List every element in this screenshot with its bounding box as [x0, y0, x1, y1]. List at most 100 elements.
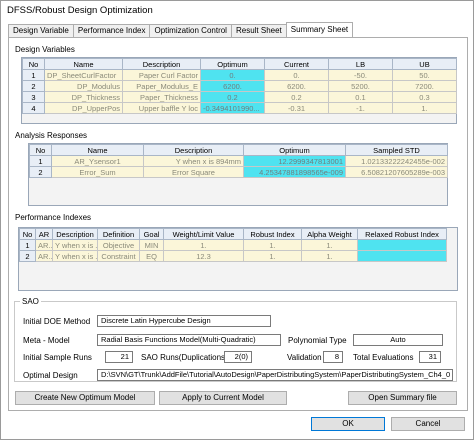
column-header[interactable]: Weight/Limit Value [163, 228, 244, 240]
tab-performance-index[interactable]: Performance Index [72, 24, 151, 37]
column-header[interactable]: Current [264, 58, 329, 70]
initial-doe-label: Initial DOE Method [23, 317, 91, 326]
current-value: 0. [264, 69, 329, 81]
total-evaluations-field[interactable]: 31 [419, 351, 441, 363]
polynomial-type-label: Polynomial Type [288, 336, 347, 345]
column-header[interactable]: AR [35, 228, 53, 240]
index-description: Y when x is ... [52, 239, 98, 251]
column-header[interactable]: No [22, 58, 45, 70]
weight-limit-value: 1. [163, 239, 244, 251]
robust-index: 1. [243, 239, 302, 251]
validation-label: Validation [287, 353, 322, 362]
row-number: 1 [29, 155, 52, 167]
ok-button[interactable]: OK [311, 417, 385, 431]
column-header[interactable]: LB [328, 58, 393, 70]
lower-bound: -50. [328, 69, 393, 81]
performance-indexes-table[interactable]: No AR Description Definition Goal Weight… [19, 228, 447, 262]
design-variables-table[interactable]: No Name Description Optimum Current LB U… [22, 58, 457, 114]
response-description: Error Square [143, 166, 244, 178]
analysis-responses-label: Analysis Responses [15, 131, 88, 140]
row-number: 3 [22, 91, 45, 103]
table-row[interactable]: 2 Error_Sum Error Square 4.2534788189856… [29, 166, 448, 178]
alpha-weight: 1. [301, 239, 358, 251]
variable-description: Upper baffle Y loc [122, 102, 201, 114]
meta-model-label: Meta - Model [23, 336, 70, 345]
column-header[interactable]: Description [122, 58, 201, 70]
optimum-value: 0.2 [200, 91, 265, 103]
robust-index: 1. [243, 250, 302, 262]
lower-bound: 0.1 [328, 91, 393, 103]
initial-doe-field[interactable]: Discrete Latin Hypercube Design [97, 315, 271, 327]
column-header[interactable]: Alpha Weight [301, 228, 358, 240]
row-number: 2 [22, 80, 45, 92]
initial-sample-runs-field[interactable]: 21 [105, 351, 133, 363]
sampled-std: 6.50821207605289e-003 [345, 166, 448, 178]
current-value: -0.31 [264, 102, 329, 114]
table-row[interactable]: 2 AR... Y when x is ... Constraint EQ 12… [19, 250, 447, 262]
optimal-design-path-field[interactable]: D:\SVN\GT\Trunk\AddFile\Tutorial\AutoDes… [97, 369, 453, 381]
optimum-value: 0. [200, 69, 265, 81]
tab-optimization-control[interactable]: Optimization Control [149, 24, 232, 37]
table-row[interactable]: 2 DP_Modulus Paper_Modulus_E 6200. 6200.… [22, 80, 457, 92]
column-header[interactable]: No [29, 144, 52, 156]
table-row[interactable]: 1 AR_Ysensor1 Y when x is 894mm 12.29993… [29, 155, 448, 167]
meta-model-field[interactable]: Radial Basis Functions Model(Multi-Quadr… [97, 334, 281, 346]
column-header[interactable]: Name [44, 58, 123, 70]
variable-name: DP_SheetCurlFactor [44, 69, 123, 81]
variable-name: DP_UpperPos [44, 102, 123, 114]
analysis-response: AR... [35, 250, 53, 262]
column-header[interactable]: Relaxed Robust Index [357, 228, 447, 240]
lower-bound: 5200. [328, 80, 393, 92]
table-row[interactable]: 1 AR... Y when x is ... Objective MIN 1.… [19, 239, 447, 251]
sao-group-label: SAO [20, 297, 41, 306]
response-name: AR_Ysensor1 [51, 155, 144, 167]
relaxed-robust-index [357, 239, 447, 251]
design-variables-label: Design Variables [15, 45, 75, 54]
table-row[interactable]: 4 DP_UpperPos Upper baffle Y loc -0.3494… [22, 102, 457, 114]
optimum-value: 4.25347881898565e-009 [243, 166, 346, 178]
polynomial-type-field[interactable]: Auto [353, 334, 443, 346]
lower-bound: -1. [328, 102, 393, 114]
optimum-value: 6200. [200, 80, 265, 92]
table-row[interactable]: 1 DP_SheetCurlFactor Paper Curl Factor 0… [22, 69, 457, 81]
sao-runs-field[interactable]: 2(0) [224, 351, 252, 363]
apply-to-current-model-button[interactable]: Apply to Current Model [159, 391, 287, 405]
column-header[interactable]: UB [392, 58, 457, 70]
table-row[interactable]: 3 DP_Thickness Paper_Thickness 0.2 0.2 0… [22, 91, 457, 103]
column-header[interactable]: Optimum [200, 58, 265, 70]
column-header[interactable]: Name [51, 144, 144, 156]
column-header[interactable]: No [19, 228, 36, 240]
column-header[interactable]: Robust Index [243, 228, 302, 240]
sampled-std: 1.02133222242455e-002 [345, 155, 448, 167]
column-header[interactable]: Sampled STD [345, 144, 448, 156]
column-header[interactable]: Description [143, 144, 244, 156]
tab-design-variable[interactable]: Design Variable [8, 24, 74, 37]
column-header[interactable]: Optimum [243, 144, 346, 156]
weight-limit-value: 12.3 [163, 250, 244, 262]
tab-summary-sheet[interactable]: Summary Sheet [285, 22, 354, 37]
upper-bound: 0.3 [392, 91, 457, 103]
column-header[interactable]: Description [52, 228, 98, 240]
row-number: 1 [22, 69, 45, 81]
performance-indexes-label: Performance Indexes [15, 213, 92, 222]
create-new-optimum-model-button[interactable]: Create New Optimum Model [15, 391, 155, 405]
sao-group [14, 301, 457, 382]
optimum-value: 12.2999347813001 [243, 155, 346, 167]
column-header[interactable]: Definition [97, 228, 140, 240]
analysis-response: AR... [35, 239, 53, 251]
relaxed-robust-index [357, 250, 447, 262]
row-number: 1 [19, 239, 36, 251]
upper-bound: 50. [392, 69, 457, 81]
cancel-button[interactable]: Cancel [391, 417, 465, 431]
tab-result-sheet[interactable]: Result Sheet [230, 24, 287, 37]
total-evaluations-label: Total Evaluations [353, 353, 414, 362]
column-header[interactable]: Goal [139, 228, 164, 240]
analysis-responses-table[interactable]: No Name Description Optimum Sampled STD … [29, 144, 448, 178]
upper-bound: 7200. [392, 80, 457, 92]
validation-field[interactable]: 8 [323, 351, 343, 363]
open-summary-file-button[interactable]: Open Summary file [348, 391, 457, 405]
optimum-value: -0.3494101990... [200, 102, 265, 114]
row-number: 2 [29, 166, 52, 178]
index-definition: Objective [97, 239, 140, 251]
